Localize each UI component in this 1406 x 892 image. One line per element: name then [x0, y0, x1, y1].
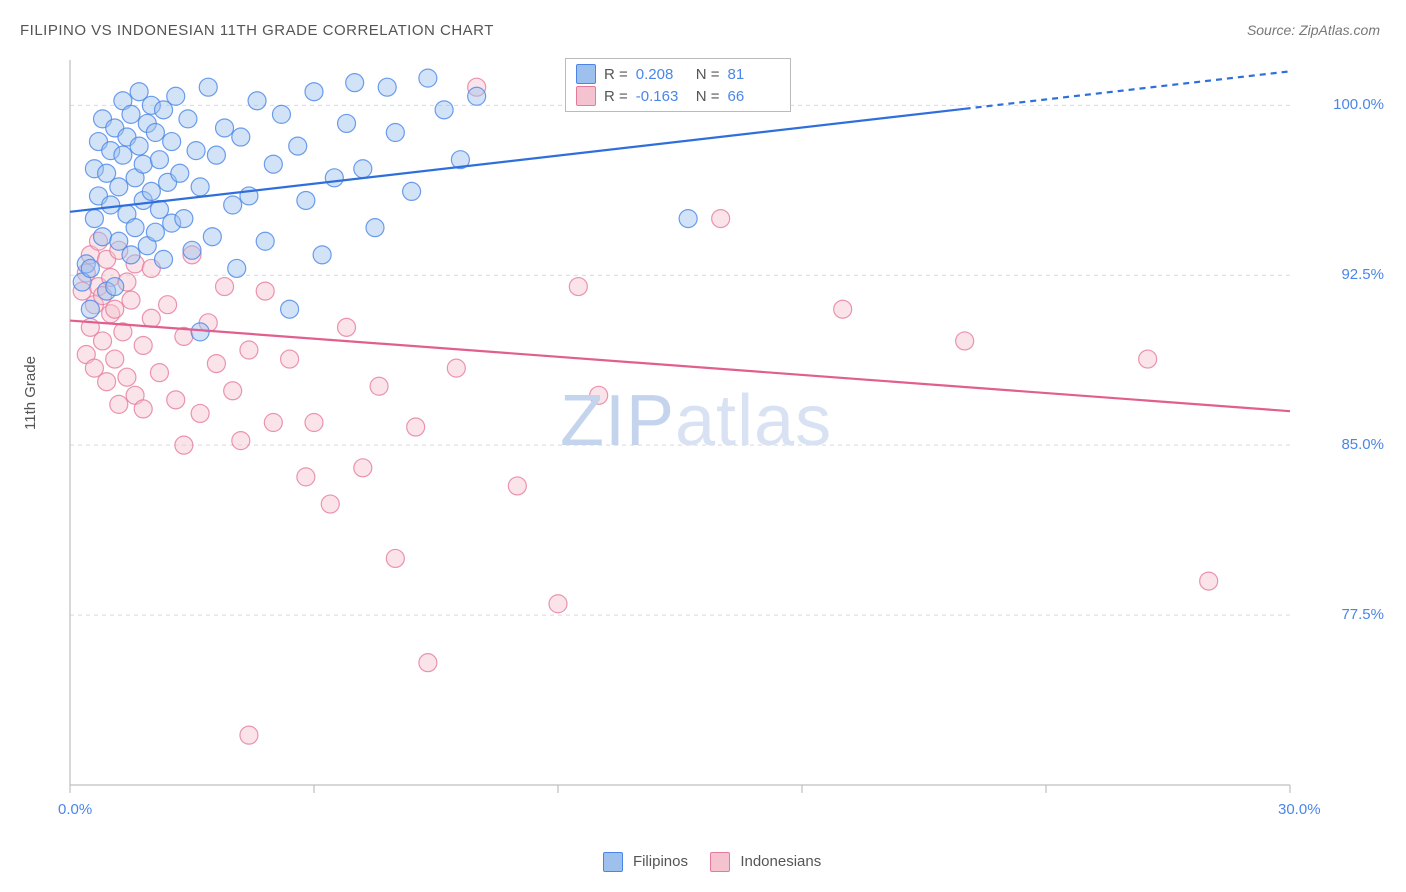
r-label: R =	[604, 88, 628, 105]
swatch-filipinos	[576, 64, 596, 84]
x-tick-label: 30.0%	[1278, 801, 1321, 818]
n-label: N =	[696, 88, 720, 105]
n-value-filipinos: 81	[728, 66, 780, 83]
swatch-indonesians	[710, 852, 730, 872]
chart-svg	[60, 55, 1340, 815]
y-axis-label: 11th Grade	[22, 356, 39, 430]
stats-row-indonesians: R = -0.163 N = 66	[576, 85, 780, 107]
swatch-indonesians	[576, 86, 596, 106]
r-label: R =	[604, 66, 628, 83]
y-tick-label: 85.0%	[1341, 436, 1384, 453]
y-tick-label: 77.5%	[1341, 606, 1384, 623]
series-legend: Filipinos Indonesians	[0, 852, 1406, 872]
y-tick-label: 92.5%	[1341, 266, 1384, 283]
chart-plot-area	[60, 55, 1340, 815]
legend-label-filipinos: Filipinos	[633, 853, 688, 870]
n-value-indonesians: 66	[728, 88, 780, 105]
stats-legend: R = 0.208 N = 81 R = -0.163 N = 66	[565, 58, 791, 112]
n-label: N =	[696, 66, 720, 83]
chart-title: FILIPINO VS INDONESIAN 11TH GRADE CORREL…	[20, 22, 494, 39]
y-tick-label: 100.0%	[1333, 96, 1384, 113]
x-tick-label: 0.0%	[58, 801, 92, 818]
r-value-filipinos: 0.208	[636, 66, 688, 83]
legend-label-indonesians: Indonesians	[740, 853, 821, 870]
swatch-filipinos	[603, 852, 623, 872]
r-value-indonesians: -0.163	[636, 88, 688, 105]
stats-row-filipinos: R = 0.208 N = 81	[576, 63, 780, 85]
source-label: Source: ZipAtlas.com	[1247, 22, 1380, 38]
